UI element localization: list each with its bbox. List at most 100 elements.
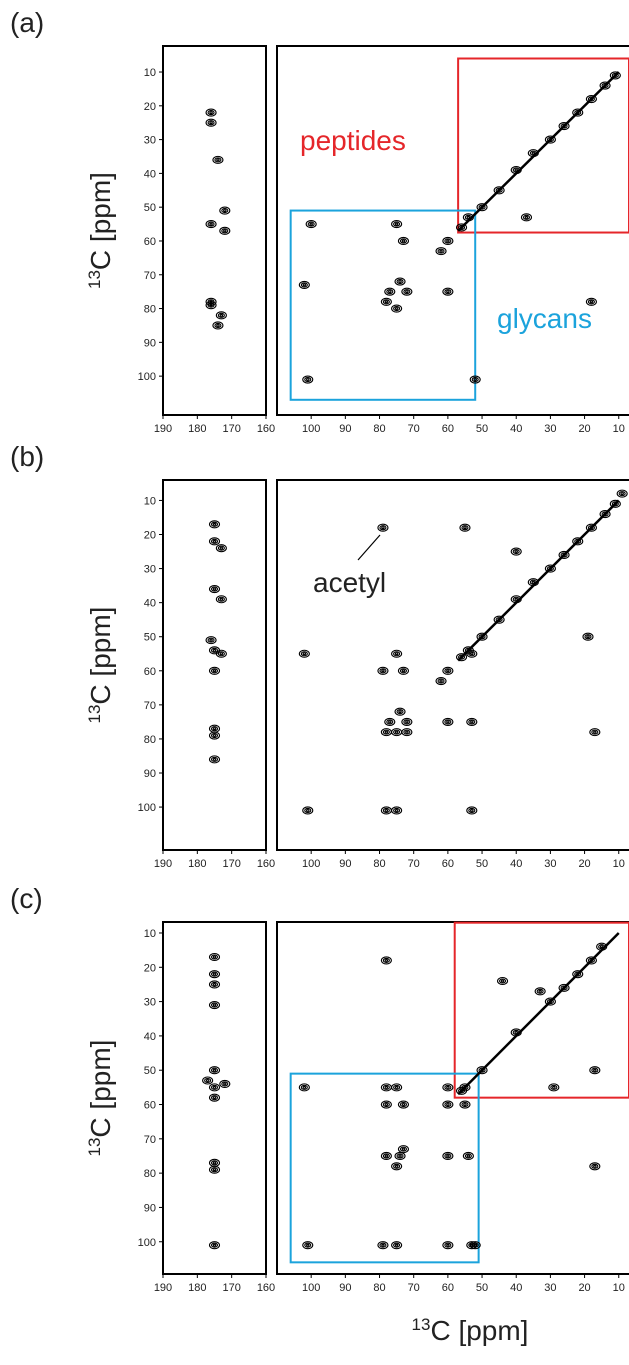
contour [393, 1242, 401, 1248]
contour [394, 222, 399, 226]
contour [216, 158, 220, 162]
peak [466, 717, 478, 726]
contour [500, 979, 505, 983]
contour [386, 289, 394, 295]
peak [215, 311, 227, 320]
peak [442, 287, 454, 296]
contour [391, 1083, 403, 1092]
x-axis-title: 13C [ppm] [412, 1315, 529, 1346]
contour [306, 378, 310, 381]
y-tick-label: 10 [144, 928, 156, 940]
contour [209, 638, 213, 642]
contour [384, 1154, 389, 1158]
contour [587, 96, 595, 102]
x-tick-label: 20 [578, 1282, 590, 1294]
x-tick-label: 80 [373, 858, 385, 870]
y-tick-label: 40 [144, 598, 156, 610]
contour [560, 552, 568, 558]
contour [394, 652, 399, 656]
contour [210, 586, 219, 592]
contour [210, 1002, 219, 1008]
peak [298, 649, 310, 658]
x-tick-label: 90 [339, 1282, 351, 1294]
contour [209, 303, 213, 307]
y-tick-label: 60 [144, 666, 156, 678]
contour [381, 526, 385, 530]
contour [391, 304, 403, 313]
peak [397, 236, 409, 246]
contour [446, 1085, 450, 1089]
contour [382, 957, 390, 963]
contour [209, 222, 213, 226]
peak [589, 1162, 601, 1171]
peak [391, 220, 403, 229]
x-tick-label: 180 [188, 1282, 206, 1294]
y-axis-title-sup: 13 [85, 270, 104, 289]
peak [534, 987, 546, 996]
peak [212, 321, 224, 330]
y-tick-label: 20 [144, 530, 156, 542]
peak [380, 1083, 392, 1092]
contour [401, 287, 413, 296]
y-axis-title: 13C [ppm] [85, 1040, 116, 1157]
contour [217, 651, 225, 657]
annotation: acetyl [313, 567, 386, 598]
peak [442, 717, 454, 726]
contour [589, 1066, 601, 1075]
x-tick-label: 50 [476, 423, 488, 435]
contour [300, 1084, 308, 1090]
contour [217, 545, 225, 551]
contour [401, 728, 413, 737]
contour [587, 299, 595, 305]
contour [616, 489, 628, 498]
x-tick-label: 190 [154, 423, 172, 435]
contour [468, 807, 476, 814]
contour [476, 632, 488, 641]
y-tick-label: 10 [144, 67, 156, 79]
contour [382, 1153, 390, 1159]
peak [442, 1083, 454, 1092]
contour [397, 1100, 409, 1109]
contour [455, 223, 468, 232]
contour [210, 647, 219, 653]
contour [214, 322, 222, 329]
peak [548, 1083, 560, 1092]
contour [405, 290, 409, 294]
contour [462, 1151, 474, 1161]
contour [207, 110, 215, 116]
x-tick-label: 20 [578, 858, 590, 870]
peak [208, 731, 221, 740]
peak [208, 755, 221, 764]
contour [497, 976, 509, 986]
y-axis-title-sup: 13 [85, 1138, 104, 1157]
peak [208, 724, 221, 733]
contour [208, 1241, 221, 1250]
contour [620, 492, 624, 496]
peak [469, 375, 481, 384]
peak [208, 952, 221, 962]
region-label: glycans [497, 303, 592, 334]
peak [219, 226, 231, 235]
contour [396, 1153, 404, 1159]
contour [601, 82, 609, 89]
contour [609, 71, 621, 80]
contour [468, 651, 476, 657]
contour [611, 501, 619, 507]
contour [212, 648, 217, 652]
contour [205, 636, 217, 645]
contour [302, 375, 314, 384]
contour [478, 634, 486, 640]
contour [210, 971, 219, 977]
contour [221, 208, 229, 214]
contour [446, 290, 450, 294]
contour [219, 226, 231, 235]
y-tick-label: 40 [144, 1031, 156, 1043]
region-box [457, 57, 629, 234]
contour [380, 728, 392, 737]
peak [435, 247, 447, 256]
contour [210, 1167, 219, 1173]
contour [522, 214, 531, 220]
contour [210, 732, 219, 739]
contour [437, 678, 445, 684]
peak [391, 1083, 403, 1092]
